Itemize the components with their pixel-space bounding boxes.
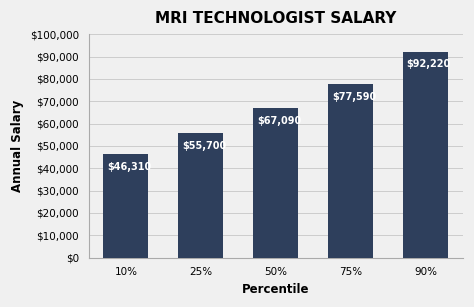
Text: $77,590: $77,590	[332, 92, 376, 102]
Y-axis label: Annual Salary: Annual Salary	[11, 100, 24, 192]
Title: MRI TECHNOLOGIST SALARY: MRI TECHNOLOGIST SALARY	[155, 11, 396, 26]
Bar	[253, 108, 298, 258]
Text: $55,700: $55,700	[182, 141, 227, 151]
Text: $92,220: $92,220	[407, 60, 451, 69]
Text: $67,090: $67,090	[257, 115, 301, 126]
X-axis label: Percentile: Percentile	[242, 283, 310, 296]
Bar	[103, 154, 148, 258]
Text: $46,310: $46,310	[107, 162, 152, 172]
Bar	[328, 84, 373, 258]
Bar	[403, 52, 448, 258]
Bar	[178, 133, 223, 258]
